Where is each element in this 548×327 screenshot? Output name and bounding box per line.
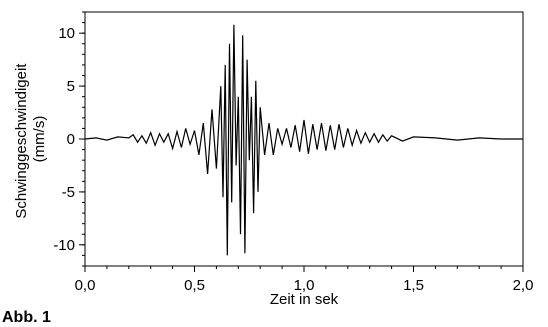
y-axis: 10 5 0 -5 -10 [53,11,85,267]
plot-frame [84,11,524,267]
x-tick-label: 0,0 [75,277,96,294]
x-axis-label: Zeit in sek [270,291,339,308]
y-tick-label: -5 [62,184,75,201]
velocity-series-line [84,24,523,256]
x-tick-label: 1,5 [403,277,424,294]
y-tick-label: 0 [67,131,75,148]
velocity-chart: 0,0 0,5 1,0 1,5 2,0 10 5 0 -5 -10 Zeit in sek Sc… [13,11,534,308]
y-tick-label: 10 [58,25,75,42]
y-tick-label: -10 [53,237,75,254]
y-axis-label: Schwinggeschwindigeit (mm/s) [13,59,48,218]
x-tick-label: 1,0 [294,277,315,294]
y-axis-label-line-2: (mm/s) [31,116,48,163]
x-axis: 0,0 0,5 1,0 1,5 2,0 [75,266,534,294]
figure-caption: Abb. 1 [2,309,51,326]
y-tick-label: 5 [67,78,75,95]
y-axis-label-line-1: Schwinggeschwindigeit [13,63,30,219]
x-tick-label: 0,5 [184,277,205,294]
x-tick-label: 2,0 [513,277,534,294]
